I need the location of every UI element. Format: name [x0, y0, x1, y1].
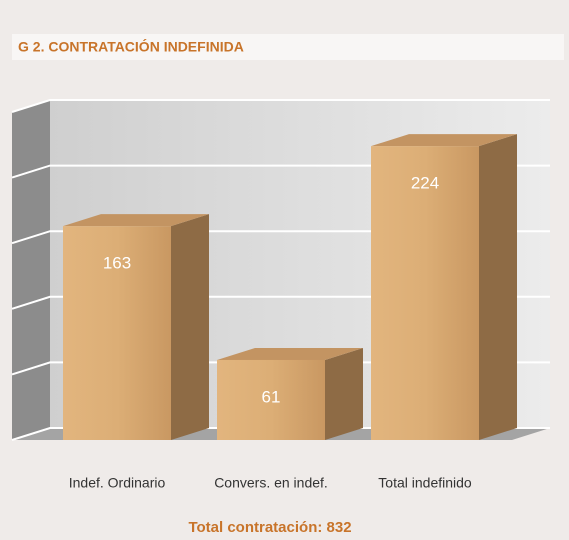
footer: Total contratación: 832: [188, 519, 351, 536]
bar: [217, 347, 363, 440]
x-tick-label: Convers. en indef.: [214, 475, 328, 491]
bar-side: [325, 347, 363, 440]
bar-front: [217, 359, 325, 440]
grid-line: [11, 99, 550, 113]
bar: [371, 134, 517, 440]
bar-front: [371, 146, 479, 440]
value-label: 163: [103, 254, 131, 273]
bar-top: [63, 214, 209, 227]
bar-front: [63, 226, 171, 440]
value-label: 61: [262, 387, 281, 406]
title-band: [12, 34, 564, 60]
bar-top: [217, 347, 363, 360]
bar-top: [371, 134, 517, 147]
chart-title: G 2. CONTRATACIÓN INDEFINIDA: [18, 38, 244, 55]
x-tick-label: Total indefinido: [378, 475, 472, 491]
side-wall: [12, 100, 50, 440]
bar: [63, 214, 209, 440]
value-label: 224: [411, 174, 439, 193]
bar-side: [171, 214, 209, 440]
x-tick-label: Indef. Ordinario: [69, 475, 166, 491]
bar-side: [479, 134, 517, 440]
